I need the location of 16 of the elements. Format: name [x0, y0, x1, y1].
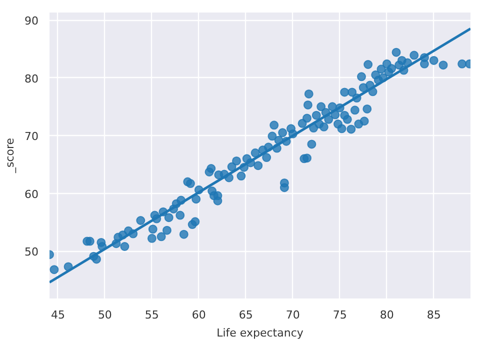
x-tick-label: 85	[426, 308, 441, 322]
x-tick-label: 50	[98, 308, 112, 322]
x-tick-label: 45	[50, 308, 65, 322]
y-axis-title: _score	[4, 138, 17, 174]
x-tick-label: 65	[238, 308, 253, 322]
x-tick-label: 55	[144, 308, 159, 322]
x-tick-label: 80	[380, 308, 394, 322]
x-tick-label: 60	[192, 308, 206, 322]
y-tick-label: 60	[24, 188, 39, 201]
y-tick-label: 70	[24, 130, 39, 144]
y-tick-label: 90	[24, 14, 39, 28]
y-tick-label: 50	[24, 246, 39, 259]
x-tick-label: 70	[286, 308, 300, 322]
y-tick-label: 80	[24, 72, 39, 86]
x-tick-label: 75	[332, 308, 347, 322]
x-axis-title: Life expectancy	[216, 326, 304, 340]
